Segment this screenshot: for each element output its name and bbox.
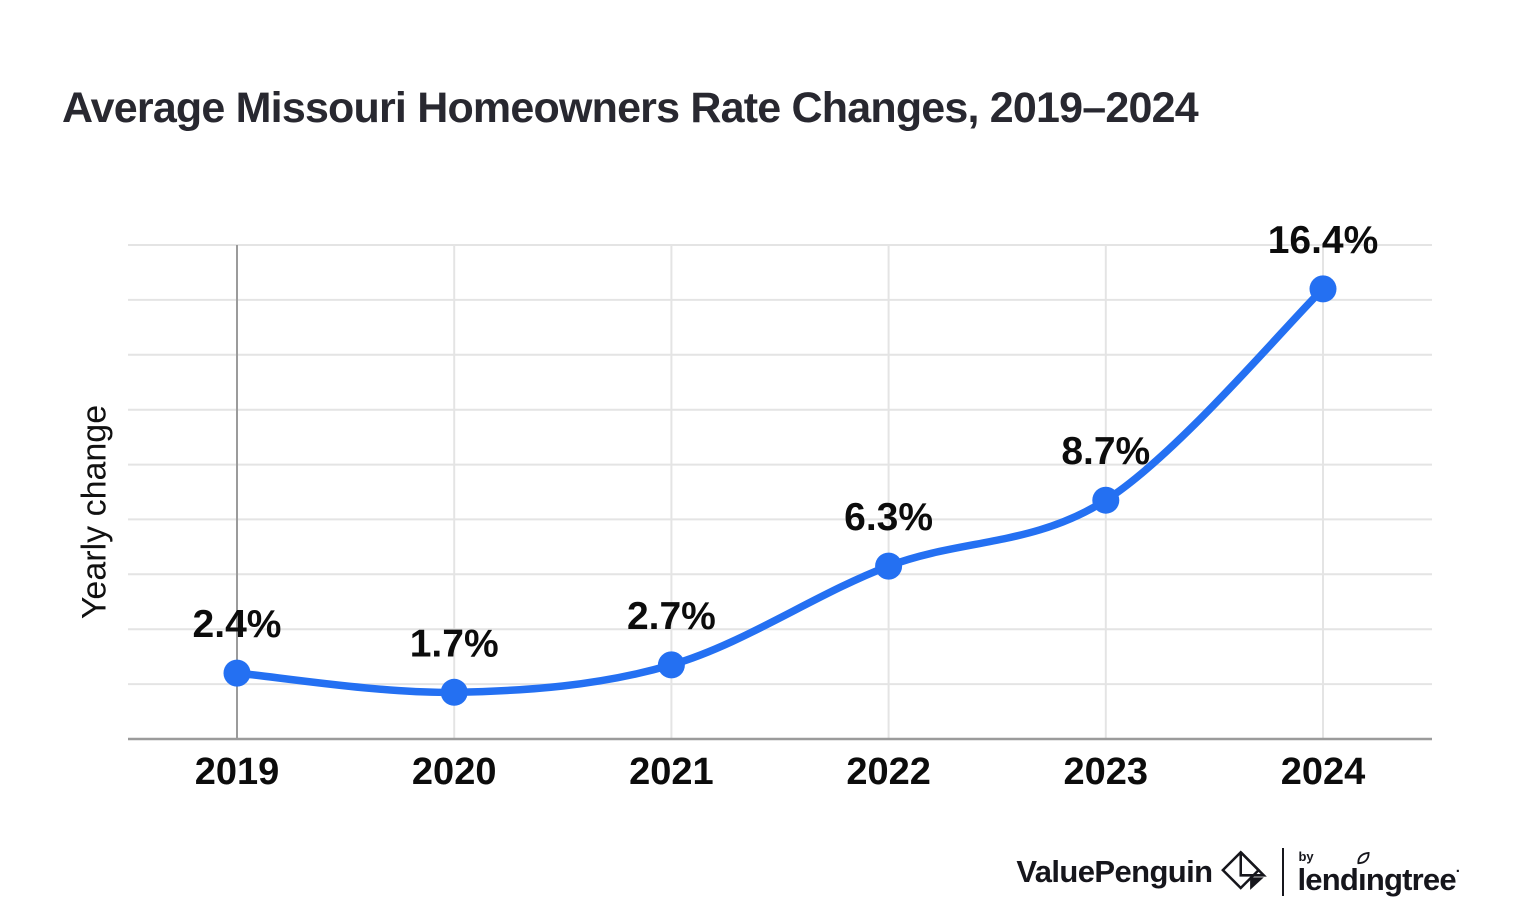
x-tick-label: 2024: [1281, 751, 1366, 793]
data-point: [440, 678, 468, 706]
data-label: 2.7%: [627, 595, 716, 638]
valuepenguin-icon: [1221, 849, 1268, 890]
lendingtree-i: ı: [1357, 851, 1370, 895]
trademark-dot: ·: [1455, 862, 1461, 880]
series-line: [233, 285, 1327, 697]
lendingtree-text-post: ngtree: [1365, 861, 1457, 897]
data-label: 6.3%: [844, 496, 933, 539]
by-label: by: [1298, 848, 1314, 864]
data-label: 2.4%: [193, 603, 282, 646]
valuepenguin-wordmark: ValuePenguin: [1016, 854, 1213, 889]
data-point: [223, 659, 251, 687]
lendingtree-lockup: by lendı ngtree·: [1297, 850, 1460, 895]
footer-divider: [1282, 848, 1285, 896]
data-label: 8.7%: [1061, 430, 1150, 473]
data-point: [1092, 486, 1120, 514]
x-tick-label: 2021: [629, 751, 714, 793]
data-label: 16.4%: [1268, 219, 1379, 262]
lendingtree-wordmark: lendı ngtree·: [1297, 851, 1461, 897]
brand-footer: ValuePenguin by lendı ngtree·: [1016, 848, 1461, 896]
x-tick-label: 2023: [1064, 751, 1149, 793]
data-point: [875, 552, 903, 580]
data-label: 1.7%: [410, 622, 499, 665]
data-point: [1309, 275, 1337, 303]
x-tick-label: 2019: [195, 751, 280, 793]
lendingtree-text-pre: lend: [1297, 861, 1359, 897]
chart-title: Average Missouri Homeowners Rate Changes…: [62, 84, 1199, 132]
x-tick-label: 2020: [412, 751, 497, 793]
leaf-icon: [1357, 851, 1370, 864]
x-tick-label: 2022: [846, 751, 931, 793]
data-point: [657, 651, 685, 679]
